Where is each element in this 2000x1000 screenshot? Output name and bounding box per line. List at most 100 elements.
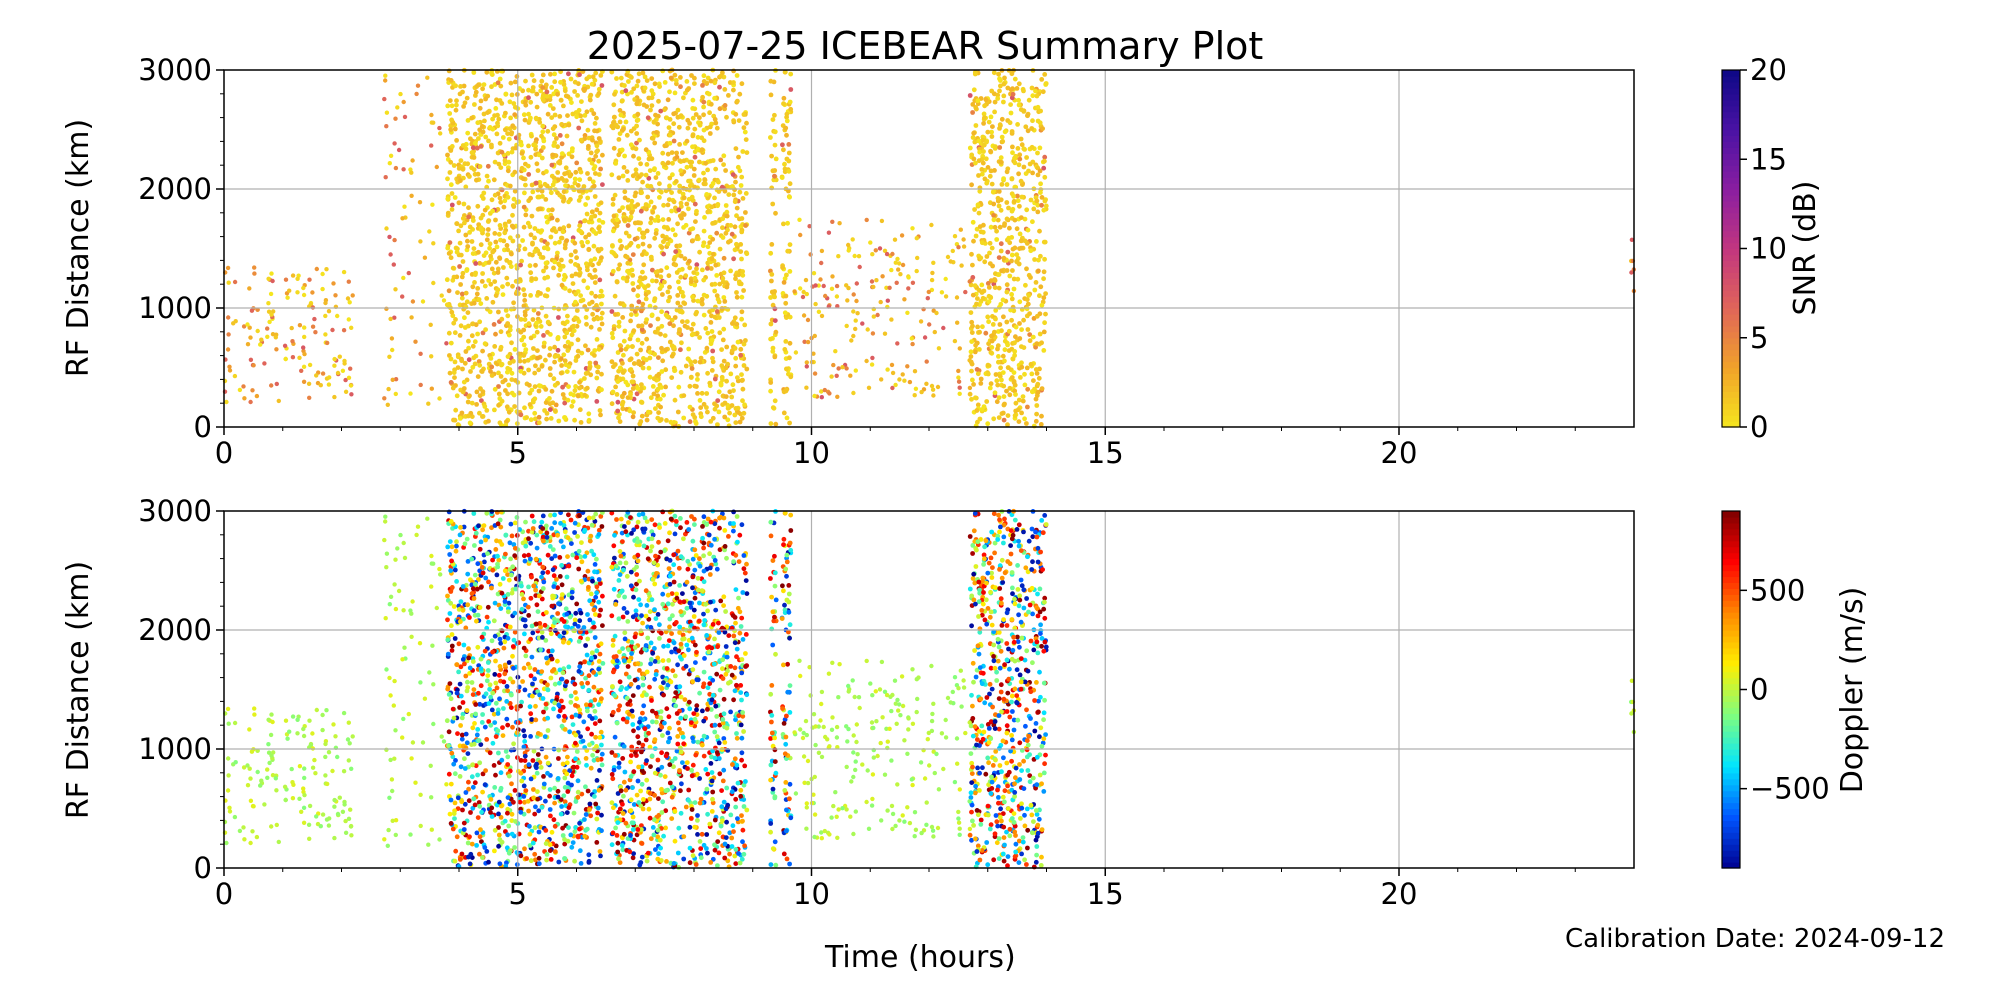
colorbar-segment [1722, 218, 1740, 226]
data-point [589, 160, 595, 166]
data-point [484, 69, 490, 75]
data-point [987, 385, 993, 391]
data-point [539, 629, 545, 635]
data-point [466, 357, 472, 363]
data-point [469, 400, 475, 406]
data-point [502, 377, 508, 383]
data-point [1023, 124, 1029, 130]
data-point [970, 377, 975, 383]
colorbar-segment [1722, 254, 1740, 261]
data-point [512, 104, 518, 110]
data-point [589, 275, 595, 280]
data-point [690, 226, 696, 232]
data-point [487, 686, 492, 692]
data-point [978, 376, 984, 382]
data-point [744, 150, 750, 156]
data-point [448, 159, 454, 165]
data-point [692, 275, 698, 281]
data-point [628, 356, 634, 362]
data-point [586, 858, 592, 864]
data-point [581, 278, 587, 284]
data-point [625, 223, 631, 228]
data-point [636, 359, 642, 364]
data-point [572, 417, 577, 423]
data-point [574, 696, 579, 702]
data-point [584, 321, 589, 327]
data-point [710, 348, 716, 354]
data-point [890, 370, 896, 376]
data-point [496, 843, 501, 849]
data-point [462, 766, 468, 771]
data-point [1018, 375, 1023, 380]
data-point [1009, 317, 1014, 323]
data-point [458, 158, 464, 164]
data-point [620, 98, 625, 103]
data-point [587, 301, 592, 307]
data-point [734, 241, 739, 247]
data-point [448, 127, 454, 132]
data-point [640, 179, 645, 185]
data-point [669, 353, 675, 359]
data-point [548, 631, 554, 637]
data-point [511, 300, 516, 306]
data-point [931, 260, 936, 265]
data-point [729, 348, 735, 354]
data-point [568, 391, 574, 397]
colorbar-segment [1722, 284, 1740, 291]
data-point [626, 233, 632, 239]
data-point [566, 664, 572, 670]
data-point [661, 392, 666, 398]
data-point [448, 148, 454, 153]
data-point [586, 411, 592, 417]
data-point [1029, 144, 1035, 150]
data-point [989, 345, 995, 350]
data-point [982, 176, 988, 182]
data-point [575, 778, 581, 784]
data-point [492, 785, 498, 790]
data-point [650, 209, 656, 215]
data-point [638, 347, 643, 353]
data-point [992, 390, 998, 396]
data-point [469, 680, 475, 685]
data-point [628, 142, 634, 148]
data-point [551, 817, 557, 823]
data-point [447, 98, 453, 103]
data-point [499, 628, 505, 634]
data-point [551, 265, 556, 271]
data-point [657, 84, 662, 89]
colorbar-segment [1722, 93, 1740, 101]
data-point [500, 135, 506, 140]
data-point [500, 733, 506, 738]
data-point [473, 261, 479, 266]
data-point [598, 412, 603, 418]
data-point [834, 373, 839, 378]
data-point [653, 269, 659, 275]
data-point [543, 197, 549, 202]
data-point [552, 259, 558, 265]
data-point [527, 263, 533, 269]
data-point [1012, 353, 1017, 358]
data-point [505, 131, 510, 137]
data-point [787, 420, 792, 426]
data-point [988, 148, 993, 154]
data-point [879, 377, 884, 382]
data-point [457, 774, 463, 779]
data-point [465, 161, 471, 167]
data-point [536, 388, 542, 394]
data-point [736, 154, 741, 160]
data-point [689, 366, 695, 371]
data-point [649, 76, 655, 81]
data-point [624, 245, 629, 251]
data-point [557, 267, 563, 273]
data-point [660, 160, 666, 166]
data-point [591, 243, 597, 249]
data-point [708, 101, 714, 107]
data-point [226, 332, 231, 337]
data-point [1017, 321, 1022, 326]
data-point [812, 371, 818, 376]
data-point [640, 365, 646, 371]
data-point [997, 76, 1002, 82]
data-point [507, 183, 513, 189]
data-point [548, 190, 554, 196]
data-point [566, 364, 572, 369]
